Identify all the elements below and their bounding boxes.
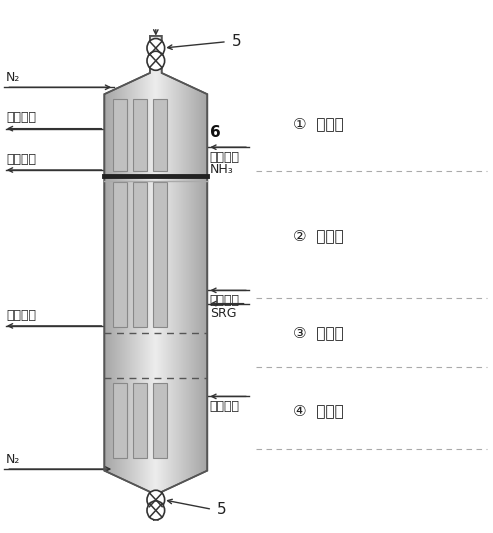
Circle shape [147,38,165,58]
FancyBboxPatch shape [153,100,167,171]
Text: 冷却空气: 冷却空气 [6,309,36,321]
FancyBboxPatch shape [113,383,127,458]
Text: 加热气体: 加热气体 [210,294,240,307]
FancyBboxPatch shape [133,100,147,171]
Text: 预热气体: 预热气体 [210,151,240,164]
Text: 加热气体: 加热气体 [6,153,36,166]
Text: NH₃: NH₃ [210,163,234,176]
Text: 冷却空气: 冷却空气 [210,400,240,413]
Text: ②  加热段: ② 加热段 [293,228,344,243]
Text: 6: 6 [210,125,220,140]
FancyBboxPatch shape [153,182,167,327]
Text: ①  预热段: ① 预热段 [293,116,344,131]
Text: 5: 5 [217,502,227,517]
FancyBboxPatch shape [113,182,127,327]
Circle shape [147,501,165,520]
FancyBboxPatch shape [133,383,147,458]
FancyBboxPatch shape [113,100,127,171]
Text: N₂: N₂ [5,71,20,84]
FancyBboxPatch shape [153,383,167,458]
Circle shape [147,490,165,510]
Text: 5: 5 [232,34,242,49]
Circle shape [147,51,165,70]
PathPatch shape [105,36,207,512]
Text: N₂: N₂ [5,453,20,466]
Text: SRG: SRG [210,308,236,320]
Text: 预热气体: 预热气体 [6,111,36,124]
Text: ③  过渡段: ③ 过渡段 [293,325,344,340]
Text: ④  冷却段: ④ 冷却段 [293,403,344,418]
FancyBboxPatch shape [133,182,147,327]
